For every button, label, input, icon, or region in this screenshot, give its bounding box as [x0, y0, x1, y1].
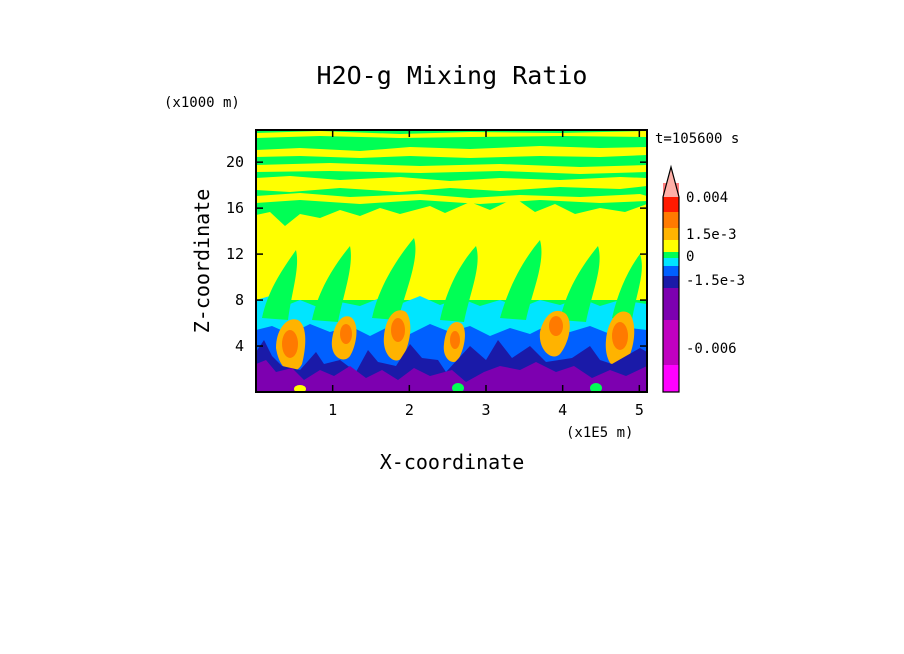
field-bottom-patch-3 — [590, 383, 602, 392]
y-tick-label: 8 — [235, 291, 244, 309]
x-tick-label: 5 — [635, 401, 644, 419]
y-tick-label: 4 — [235, 337, 244, 355]
x-tick-label: 2 — [405, 401, 414, 419]
field-streak-top — [256, 131, 647, 138]
colorbar: 0.004 1.5e-3 0 -1.5e-3 -0.006 — [662, 164, 745, 393]
field-purple-layer — [256, 360, 647, 392]
colorbar-tick-label: 0 — [686, 249, 694, 265]
colorbar-band — [663, 258, 679, 266]
field-plume-1 — [262, 250, 298, 320]
field-streak-upper2 — [256, 163, 647, 174]
y-tick-label: 16 — [226, 199, 244, 217]
plot-frame — [255, 129, 648, 393]
colorbar-band — [663, 320, 679, 365]
colorbar-tick-label: -1.5e-3 — [686, 273, 745, 289]
field-core-2 — [340, 324, 352, 344]
x-unit-label: (x1E5 m) — [566, 425, 633, 441]
colorbar-band — [663, 240, 679, 252]
colorbar-band — [663, 266, 679, 276]
field-plume-7 — [612, 254, 642, 320]
y-ticks: 4 8 12 16 20 — [226, 153, 647, 355]
field-streak-upper — [256, 146, 647, 158]
y-axis-label: Z-coordinate — [190, 189, 214, 334]
x-tick-label: 1 — [328, 401, 337, 419]
colorbar-tick-label: -0.006 — [686, 341, 737, 357]
field-core-5 — [549, 316, 563, 336]
colorbar-band — [663, 365, 679, 392]
field-bottom-patch-2 — [452, 383, 464, 392]
colorbar-band — [663, 276, 679, 288]
field-core-4 — [450, 331, 460, 349]
field-streak-mid2 — [256, 193, 647, 204]
field-bottom-patch-1 — [294, 385, 306, 392]
field-yellow-mass — [256, 198, 647, 300]
field-streak-mid — [256, 176, 647, 192]
field-plume-4 — [440, 246, 478, 322]
colorbar-band — [663, 197, 679, 212]
field-plume-3 — [372, 238, 416, 320]
field-plume-2 — [312, 246, 351, 322]
field-plume-5 — [500, 240, 542, 320]
x-tick-label: 3 — [481, 401, 490, 419]
x-tick-label: 4 — [558, 401, 567, 419]
time-label: t=105600 s — [655, 131, 739, 147]
colorbar-tick-label: 1.5e-3 — [686, 227, 737, 243]
colorbar-band — [663, 212, 679, 228]
y-unit-label: (x1000 m) — [164, 95, 240, 111]
field-core-1 — [282, 330, 298, 358]
colorbar-outline — [662, 164, 680, 393]
colorbar-extend-arrow — [663, 167, 679, 197]
field-core-6 — [612, 322, 628, 350]
field-plume-6 — [560, 246, 600, 322]
x-ticks: 1 2 3 4 5 — [328, 130, 644, 419]
y-tick-label: 12 — [226, 245, 244, 263]
x-axis-label: X-coordinate — [380, 450, 525, 474]
colorbar-band — [663, 228, 679, 240]
y-tick-label: 20 — [226, 153, 244, 171]
field-core-3 — [391, 318, 405, 342]
chart-title: H2O-g Mixing Ratio — [317, 61, 588, 90]
contour-field — [256, 130, 647, 392]
colorbar-band — [663, 252, 679, 258]
colorbar-band — [663, 288, 679, 320]
colorbar-tick-label: 0.004 — [686, 190, 728, 206]
